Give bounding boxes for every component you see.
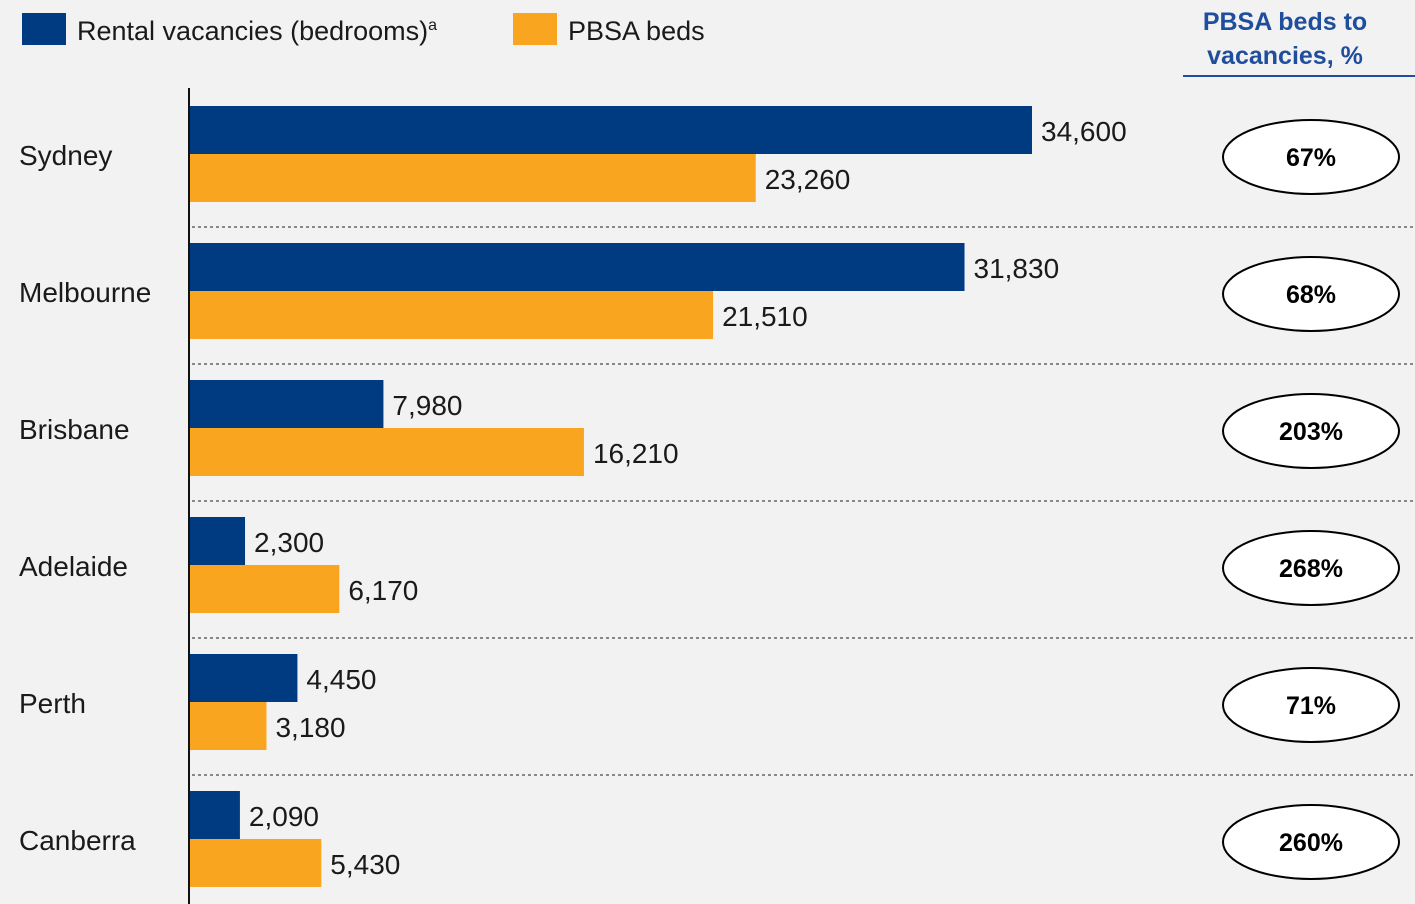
ratio-value-canberra: 260% xyxy=(1279,829,1343,857)
value-label-sydney-series-1: 23,260 xyxy=(765,164,851,195)
legend: Rental vacancies (bedrooms)a PBSA beds xyxy=(22,13,705,46)
bar-perth-series-1 xyxy=(189,702,267,750)
ratio-ellipse-melbourne xyxy=(1222,256,1400,332)
ratio-ellipse-brisbane xyxy=(1222,393,1400,469)
ratio-header-line-1: vacancies, % xyxy=(1207,42,1363,70)
category-label-sydney: Sydney xyxy=(19,140,112,171)
ratio-value-sydney: 67% xyxy=(1286,144,1336,172)
bar-adelaide-series-0 xyxy=(189,517,246,565)
bars: 34,600 23,260 31,830 21,510 7,980 16,210 2,300… xyxy=(189,106,1127,887)
bar-sydney-series-0 xyxy=(189,106,1032,154)
ratio-column: 67% 68% 203% 268% 71% 260% xyxy=(1222,119,1400,880)
value-label-melbourne-series-1: 21,510 xyxy=(722,301,808,332)
ratio-value-melbourne: 68% xyxy=(1286,281,1336,309)
ratio-value-adelaide: 268% xyxy=(1279,555,1343,583)
bar-canberra-series-0 xyxy=(189,791,240,839)
category-label-canberra: Canberra xyxy=(19,825,136,856)
category-label-adelaide: Adelaide xyxy=(19,551,128,582)
ratio-ellipse-perth xyxy=(1222,667,1400,743)
bar-canberra-series-1 xyxy=(189,839,322,887)
bar-melbourne-series-0 xyxy=(189,243,965,291)
value-label-perth-series-1: 3,180 xyxy=(275,712,345,743)
ratio-header: PBSA beds to vacancies, % xyxy=(1183,8,1415,77)
ratio-value-perth: 71% xyxy=(1286,692,1336,720)
ratio-ellipse-sydney xyxy=(1222,119,1400,195)
bar-brisbane-series-1 xyxy=(189,428,584,476)
bar-adelaide-series-1 xyxy=(189,565,340,613)
value-label-canberra-series-1: 5,430 xyxy=(330,849,400,880)
legend-label-0: Rental vacancies (bedrooms)a xyxy=(77,16,437,46)
bar-perth-series-0 xyxy=(189,654,298,702)
ratio-ellipse-canberra xyxy=(1222,804,1400,880)
ratio-ellipse-adelaide xyxy=(1222,530,1400,606)
ratio-header-line-0: PBSA beds to xyxy=(1203,8,1367,36)
category-label-brisbane: Brisbane xyxy=(19,414,130,445)
legend-swatch-1 xyxy=(513,13,557,45)
bar-sydney-series-1 xyxy=(189,154,756,202)
legend-label-1: PBSA beds xyxy=(568,16,705,46)
bar-melbourne-series-1 xyxy=(189,291,714,339)
category-labels: Sydney Melbourne Brisbane Adelaide Perth Canb… xyxy=(19,140,151,856)
legend-superscript: a xyxy=(428,17,437,34)
value-label-melbourne-series-0: 31,830 xyxy=(974,253,1060,284)
value-label-adelaide-series-0: 2,300 xyxy=(254,527,324,558)
value-label-sydney-series-0: 34,600 xyxy=(1041,116,1127,147)
category-label-perth: Perth xyxy=(19,688,86,719)
value-label-brisbane-series-1: 16,210 xyxy=(593,438,679,469)
value-label-adelaide-series-1: 6,170 xyxy=(348,575,418,606)
bar-brisbane-series-0 xyxy=(189,380,384,428)
value-label-perth-series-0: 4,450 xyxy=(306,664,376,695)
legend-swatch-0 xyxy=(22,13,66,45)
ratio-value-brisbane: 203% xyxy=(1279,418,1343,446)
value-label-brisbane-series-0: 7,980 xyxy=(392,390,462,421)
value-label-canberra-series-0: 2,090 xyxy=(249,801,319,832)
category-label-melbourne: Melbourne xyxy=(19,277,151,308)
